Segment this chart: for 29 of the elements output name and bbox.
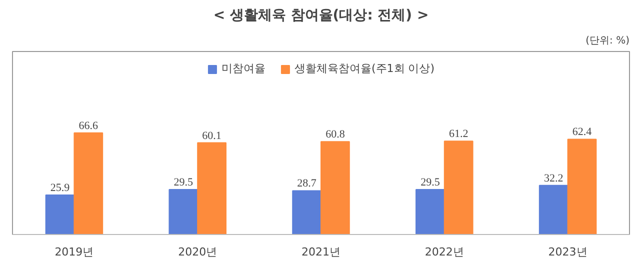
x-tick-label: 2023년 — [548, 246, 588, 258]
data-label: 62.4 — [572, 126, 592, 138]
bar — [292, 190, 322, 234]
x-tick-label: 2021년 — [302, 246, 341, 258]
data-label: 66.6 — [78, 120, 99, 132]
bar — [320, 141, 350, 234]
bar — [74, 132, 104, 234]
text: (단위: %) — [586, 36, 630, 46]
bar — [538, 184, 568, 234]
data-label: 28.7 — [297, 178, 317, 190]
bar — [416, 188, 445, 234]
chart-title: < 생활체육 참여율(대상: 전체) > — [213, 8, 429, 24]
bar — [197, 142, 226, 234]
data-label: 60.8 — [326, 128, 346, 141]
bar — [444, 140, 474, 234]
legend-label: 생활체육참여율(주1회 이상) — [294, 61, 435, 76]
data-label: 25.9 — [50, 182, 70, 194]
x-tick-label: 2019년 — [54, 246, 94, 258]
x-tick-label: 2020년 — [178, 246, 218, 258]
legend-label: 미참여율 — [221, 61, 266, 76]
bar — [45, 194, 75, 234]
data-label: 60.1 — [202, 130, 222, 142]
bar — [168, 188, 198, 234]
data-label: 29.5 — [174, 176, 194, 188]
x-tick-label: 2022년 — [424, 246, 464, 258]
data-label: 29.5 — [420, 176, 440, 188]
data-label: 32.2 — [544, 172, 564, 184]
bar — [567, 138, 597, 234]
data-label: 61.2 — [448, 128, 468, 140]
